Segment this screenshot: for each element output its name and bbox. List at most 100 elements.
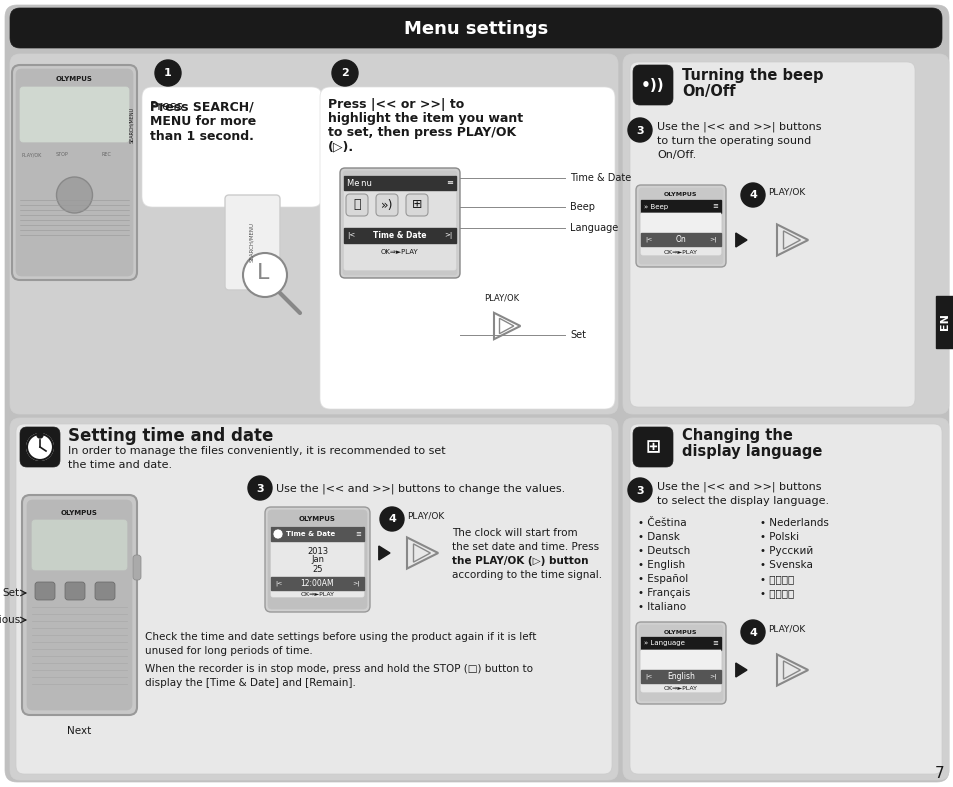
Text: 1: 1 [164, 68, 172, 79]
FancyBboxPatch shape [95, 582, 115, 600]
Text: to set, then press PLAY/OK: to set, then press PLAY/OK [328, 126, 516, 139]
Circle shape [627, 118, 651, 142]
Text: 3: 3 [636, 125, 643, 135]
Text: Turning the beep: Turning the beep [681, 68, 822, 83]
Text: 12:00AM: 12:00AM [300, 579, 334, 588]
Text: to select the display language.: to select the display language. [657, 496, 828, 506]
Text: OK⇒►PLAY: OK⇒►PLAY [663, 686, 698, 692]
Text: ≡: ≡ [711, 641, 718, 646]
Text: PLAY/OK: PLAY/OK [483, 294, 518, 302]
FancyBboxPatch shape [640, 637, 720, 692]
FancyBboxPatch shape [344, 176, 456, 270]
Text: 25: 25 [312, 564, 322, 574]
Text: The clock will start from: The clock will start from [452, 528, 577, 538]
Text: |<: |< [644, 237, 652, 242]
FancyBboxPatch shape [639, 188, 722, 264]
Text: » Language: » Language [643, 641, 684, 646]
Text: OK⇒►PLAY: OK⇒►PLAY [663, 249, 698, 254]
Text: 2: 2 [341, 68, 349, 79]
FancyBboxPatch shape [27, 500, 132, 710]
Text: the PLAY/OK (▷) button: the PLAY/OK (▷) button [452, 556, 588, 566]
Text: PLAY/OK: PLAY/OK [407, 512, 444, 520]
Text: On/Off: On/Off [681, 84, 735, 99]
Circle shape [740, 183, 764, 207]
Text: EN: EN [939, 313, 949, 331]
FancyBboxPatch shape [622, 54, 948, 414]
Text: Set: Set [569, 330, 585, 340]
Text: Previous: Previous [0, 615, 20, 625]
Text: ⊞: ⊞ [645, 438, 659, 456]
Text: ⦿: ⦿ [353, 198, 360, 212]
Text: OK⇒►PLAY: OK⇒►PLAY [300, 592, 335, 597]
Text: ≡: ≡ [355, 531, 360, 537]
Text: • Čeština: • Čeština [638, 518, 686, 528]
FancyBboxPatch shape [5, 5, 948, 782]
FancyBboxPatch shape [639, 625, 722, 701]
Text: 2013: 2013 [307, 546, 328, 556]
Text: display language: display language [681, 444, 821, 459]
Text: Use the |<< and >>| buttons: Use the |<< and >>| buttons [657, 122, 821, 132]
Text: OLYMPUS: OLYMPUS [56, 76, 92, 82]
FancyBboxPatch shape [10, 54, 618, 414]
FancyBboxPatch shape [375, 194, 397, 216]
FancyBboxPatch shape [629, 424, 941, 774]
Text: 4: 4 [748, 627, 756, 637]
FancyBboxPatch shape [640, 213, 720, 233]
Text: than 1 second.: than 1 second. [150, 130, 253, 143]
Text: |<: |< [644, 674, 652, 679]
Text: When the recorder is in stop mode, press and hold the STOP (□) button to: When the recorder is in stop mode, press… [145, 664, 533, 674]
Text: Me nu: Me nu [347, 179, 372, 187]
Circle shape [273, 529, 283, 539]
Text: PLAY/OK: PLAY/OK [767, 187, 804, 197]
Bar [344, 228, 456, 243]
Text: • 简体中文: • 简体中文 [760, 574, 794, 584]
Text: Press SEARCH/: Press SEARCH/ [150, 100, 253, 113]
Circle shape [332, 60, 357, 86]
Bar [935, 296, 953, 348]
Text: • Nederlands: • Nederlands [760, 518, 828, 528]
Text: >|: >| [353, 581, 359, 586]
Text: Check the time and date settings before using the product again if it is left: Check the time and date settings before … [145, 632, 536, 642]
FancyBboxPatch shape [225, 195, 280, 290]
FancyBboxPatch shape [268, 510, 367, 609]
FancyBboxPatch shape [343, 171, 456, 275]
Text: 3: 3 [256, 483, 264, 493]
Text: |<: |< [274, 581, 282, 586]
FancyBboxPatch shape [319, 87, 615, 409]
FancyBboxPatch shape [20, 427, 60, 467]
Text: PLAY/OK: PLAY/OK [22, 153, 42, 157]
FancyBboxPatch shape [10, 418, 618, 780]
Text: OLYMPUS: OLYMPUS [60, 510, 97, 516]
Text: SEARCH/MENU: SEARCH/MENU [129, 107, 133, 143]
Text: ⊞: ⊞ [412, 198, 422, 212]
FancyBboxPatch shape [622, 418, 948, 780]
Text: »): ») [380, 198, 393, 212]
FancyBboxPatch shape [22, 495, 137, 715]
Circle shape [740, 620, 764, 644]
Text: highlight the item you want: highlight the item you want [328, 112, 522, 125]
Text: • Svenska: • Svenska [760, 560, 812, 570]
FancyBboxPatch shape [32, 520, 127, 570]
Text: • 繁體中文: • 繁體中文 [760, 588, 794, 598]
FancyBboxPatch shape [636, 185, 725, 267]
FancyBboxPatch shape [271, 527, 364, 597]
FancyBboxPatch shape [406, 194, 428, 216]
Text: Time & Date: Time & Date [569, 173, 631, 183]
Text: Language: Language [569, 223, 618, 233]
Circle shape [26, 433, 54, 461]
Polygon shape [735, 233, 746, 247]
Text: Jan: Jan [311, 556, 324, 564]
FancyBboxPatch shape [16, 69, 132, 276]
Text: In order to manage the files conveniently, it is recommended to set: In order to manage the files convenientl… [68, 446, 445, 456]
FancyBboxPatch shape [633, 427, 672, 467]
Text: OK⇒►PLAY: OK⇒►PLAY [381, 249, 418, 255]
FancyBboxPatch shape [346, 194, 368, 216]
Bar [271, 527, 364, 541]
Circle shape [154, 60, 181, 86]
Text: • Deutsch: • Deutsch [638, 546, 690, 556]
FancyBboxPatch shape [10, 8, 941, 48]
Bar [271, 577, 364, 590]
Text: display the [Time & Date] and [Remain].: display the [Time & Date] and [Remain]. [145, 678, 355, 688]
Text: 4: 4 [748, 190, 756, 201]
Circle shape [243, 253, 287, 297]
